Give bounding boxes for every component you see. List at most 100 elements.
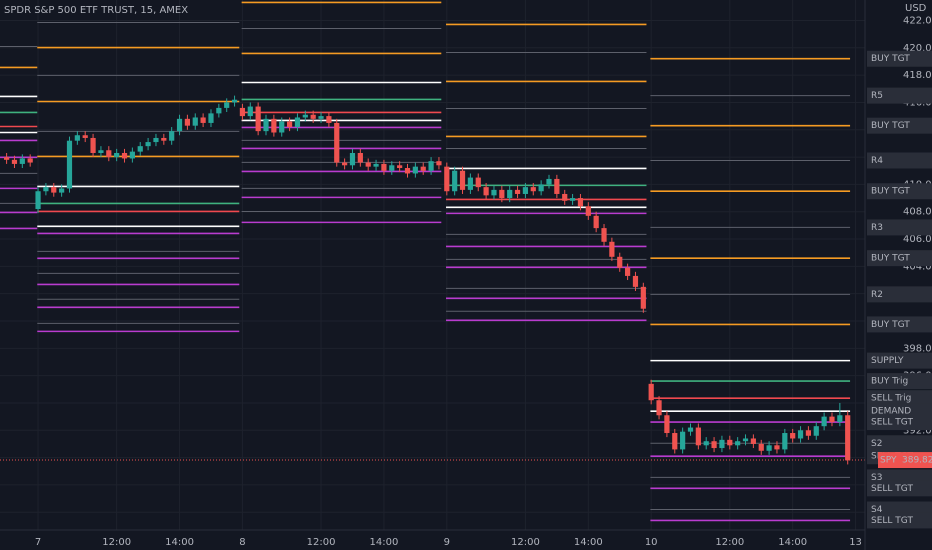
candle-body bbox=[90, 137, 96, 153]
candle-body bbox=[129, 151, 135, 159]
candle-body bbox=[271, 118, 277, 133]
candle-body bbox=[617, 256, 623, 268]
candle-body bbox=[625, 267, 631, 276]
level-label-box bbox=[867, 152, 932, 169]
candle-body bbox=[632, 275, 639, 287]
candle-body bbox=[790, 433, 796, 439]
candle-body bbox=[334, 122, 340, 163]
level-label-box bbox=[867, 250, 932, 267]
candle-body bbox=[491, 189, 497, 196]
level-label: S3 bbox=[871, 473, 882, 483]
candle-body bbox=[114, 152, 120, 158]
candle-body bbox=[310, 114, 316, 119]
candle-body bbox=[805, 430, 812, 436]
candle-body bbox=[19, 158, 25, 164]
candle-body bbox=[711, 441, 717, 449]
candle-body bbox=[483, 187, 489, 196]
candle-body bbox=[664, 415, 670, 434]
candle-body bbox=[263, 118, 269, 132]
candle-body bbox=[585, 206, 591, 216]
candle-body bbox=[813, 426, 819, 436]
candle-body bbox=[522, 187, 529, 194]
level-label-box bbox=[867, 219, 932, 236]
level-label: SELL TGT bbox=[871, 484, 913, 494]
candle-body bbox=[169, 131, 175, 141]
level-label-box bbox=[867, 117, 932, 134]
candle-body bbox=[546, 178, 552, 185]
candle-body bbox=[727, 439, 733, 446]
y-tick-label: 408.00 bbox=[903, 207, 932, 218]
candle-body bbox=[766, 445, 772, 451]
level-label: BUY TGT bbox=[871, 320, 910, 330]
candle-body bbox=[467, 177, 473, 190]
level-label-box bbox=[867, 87, 932, 104]
level-label-box bbox=[867, 390, 932, 407]
candle-body bbox=[161, 137, 167, 141]
candle-body bbox=[121, 152, 128, 159]
level-label: SELL TGT bbox=[871, 516, 913, 526]
candle-body bbox=[687, 427, 694, 432]
candle-body bbox=[703, 441, 709, 446]
candle-body bbox=[821, 416, 827, 427]
candle-body bbox=[74, 135, 80, 141]
y-tick-label: 398.00 bbox=[903, 343, 932, 354]
last-price-label: 389.82 bbox=[902, 456, 932, 466]
level-label: SELL TGT bbox=[871, 418, 913, 428]
candle-body bbox=[554, 178, 560, 194]
candle-body bbox=[255, 106, 261, 132]
symbol-tag bbox=[878, 452, 899, 469]
x-tick-label: 14:00 bbox=[165, 537, 194, 548]
candle-body bbox=[4, 157, 10, 160]
y-tick-label: 392.00 bbox=[903, 425, 932, 436]
x-tick-label: 12:00 bbox=[511, 537, 540, 548]
candle-body bbox=[279, 121, 285, 133]
candle-body bbox=[35, 191, 41, 209]
candle-body bbox=[389, 165, 395, 171]
candle-body bbox=[27, 158, 33, 163]
level-label-box bbox=[867, 414, 932, 431]
candle-body bbox=[538, 184, 544, 192]
x-tick-label: 12:00 bbox=[102, 537, 131, 548]
candle-body bbox=[656, 400, 662, 416]
candle-body bbox=[239, 107, 246, 117]
x-tick-label: 12:00 bbox=[715, 537, 744, 548]
y-tick-label: 406.00 bbox=[903, 234, 932, 245]
candle-body bbox=[640, 286, 646, 309]
candle-body bbox=[514, 189, 521, 194]
level-label: S2 bbox=[871, 439, 882, 449]
candle-body bbox=[397, 165, 403, 169]
candle-body bbox=[507, 189, 513, 199]
x-tick-label: 10 bbox=[645, 537, 658, 548]
candle-body bbox=[601, 228, 607, 242]
level-label: BUY TGT bbox=[871, 254, 910, 264]
price-axis: 386.00388.00390.00392.00394.00396.00398.… bbox=[867, 15, 932, 529]
x-tick-label: 9 bbox=[444, 537, 450, 548]
candle-body bbox=[286, 121, 293, 128]
level-label: BUY TGT bbox=[871, 187, 910, 197]
candle-body bbox=[459, 170, 466, 190]
y-tick-label: 422.00 bbox=[903, 15, 932, 26]
candle-body bbox=[349, 152, 356, 166]
candle-body bbox=[742, 438, 749, 442]
candle-body bbox=[719, 439, 725, 449]
candle-body bbox=[562, 193, 568, 201]
candle-body bbox=[452, 170, 458, 192]
candle-body bbox=[51, 187, 57, 193]
grid bbox=[0, 0, 865, 530]
level-label-box bbox=[867, 480, 932, 497]
currency: USD bbox=[905, 3, 927, 14]
candle-body bbox=[318, 116, 324, 119]
y-tick-label: 404.00 bbox=[903, 261, 932, 272]
candle-body bbox=[106, 150, 112, 158]
candle-body bbox=[577, 198, 584, 207]
candle-body bbox=[43, 187, 49, 192]
last-price-tag bbox=[899, 452, 932, 469]
x-tick-label: 12:00 bbox=[307, 537, 336, 548]
time-axis: 7 12:00 14:00 8 12:00 14:00 9 12:00 14:00 10 12:00… bbox=[35, 537, 862, 548]
candle-body bbox=[695, 427, 701, 446]
level-label: R3 bbox=[871, 223, 883, 233]
candle-body bbox=[357, 152, 363, 163]
x-tick-label: 13 bbox=[849, 537, 862, 548]
